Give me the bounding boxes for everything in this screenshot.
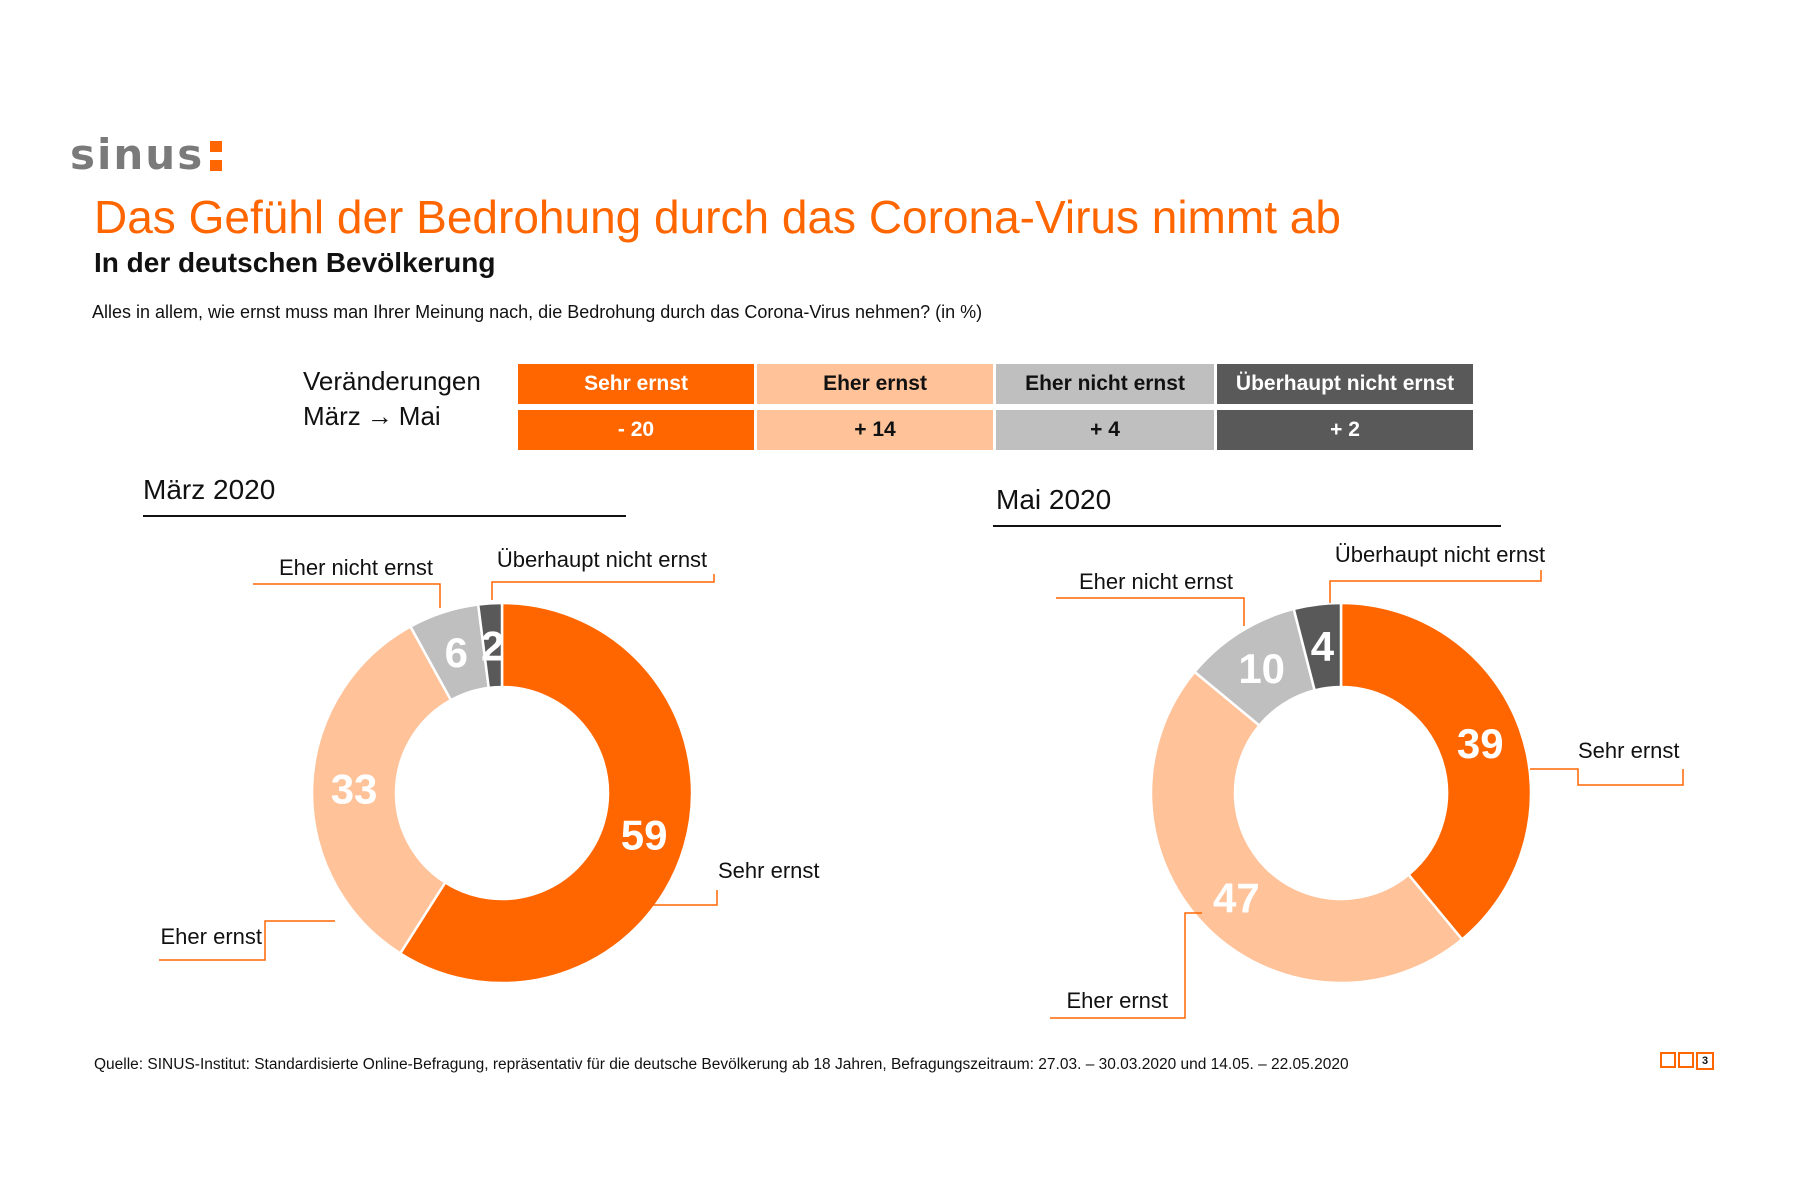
changes-label: Veränderungen März → Mai [303, 364, 481, 434]
leader-line-eher-ernst [1050, 912, 1202, 1019]
value-label-eher-nicht-ernst: 6 [445, 629, 468, 676]
chart-title-maerz: März 2020 [143, 474, 276, 505]
donut-chart-mai: 39 47 10 4 Sehr ernst Eher ernst Eher nicht er… [1050, 542, 1684, 1019]
leader-line-sehr-ernst [1530, 768, 1684, 786]
leader-line-eher-nicht-ernst [253, 583, 441, 608]
value-label-ueberhaupt-nicht-ernst: 4 [1311, 623, 1335, 670]
chart-title-rule-maerz [143, 515, 626, 517]
leader-line-sehr-ernst [641, 889, 718, 906]
changes-label-line1: Veränderungen [303, 366, 481, 396]
chart-title-rule-mai [993, 525, 1501, 527]
changes-to: Mai [398, 401, 441, 431]
category-label-sehr-ernst: Sehr ernst [718, 858, 820, 883]
donut-chart-maerz: 59 33 6 2 Sehr ernst Eher ernst Eher nicht ern… [159, 547, 820, 985]
logo-text: sinus [70, 130, 205, 179]
slice-ueberhaupt-nicht-ernst [476, 601, 504, 690]
value-label-eher-ernst: 33 [331, 765, 378, 812]
page-number: 3 [1696, 1052, 1714, 1070]
change-header-eher-ernst: Eher ernst [757, 364, 993, 404]
page-box [1678, 1052, 1694, 1068]
page-box [1660, 1052, 1676, 1068]
category-label-ueberhaupt-nicht-ernst: Überhaupt nicht ernst [1335, 542, 1545, 567]
category-label-sehr-ernst: Sehr ernst [1578, 738, 1680, 763]
changes-from: März [303, 401, 361, 431]
leader-line-ueberhaupt-nicht-ernst [1329, 570, 1542, 603]
value-label-sehr-ernst: 59 [621, 811, 668, 858]
arrow-right-icon: → [366, 401, 393, 431]
leader-line-eher-ernst [159, 920, 335, 961]
change-header-eher-nicht-ernst: Eher nicht ernst [996, 364, 1214, 404]
chart-title-mai: Mai 2020 [996, 484, 1112, 515]
leader-line-ueberhaupt-nicht-ernst [491, 574, 715, 600]
value-label-eher-ernst: 47 [1213, 875, 1260, 922]
page-title: Das Gefühl der Bedrohung durch das Coron… [94, 191, 1341, 243]
page-indicator: 3 [1660, 1052, 1714, 1070]
change-header-ueberhaupt-nicht-ernst: Überhaupt nicht ernst [1217, 364, 1473, 404]
change-value-eher-ernst: + 14 [757, 410, 993, 450]
category-label-eher-ernst: Eher ernst [1067, 988, 1169, 1013]
slice-ueberhaupt-nicht-ernst [1292, 601, 1343, 692]
change-value-sehr-ernst: - 20 [518, 410, 754, 450]
slice-eher-ernst [1149, 670, 1464, 985]
change-header-sehr-ernst: Sehr ernst [518, 364, 754, 404]
slice-sehr-ernst [398, 601, 694, 985]
value-label-sehr-ernst: 39 [1457, 720, 1504, 767]
changes-label-line2: März → Mai [303, 399, 481, 434]
logo-colon-mark [210, 141, 224, 171]
change-table: Sehr ernst Eher ernst Eher nicht ernst Ü… [518, 364, 1473, 450]
category-label-eher-nicht-ernst: Eher nicht ernst [279, 555, 433, 580]
value-label-ueberhaupt-nicht-ernst: 2 [481, 622, 504, 669]
page-subtitle: In der deutschen Bevölkerung [94, 247, 496, 278]
category-label-eher-ernst: Eher ernst [161, 924, 263, 949]
survey-question: Alles in allem, wie ernst muss man Ihrer… [92, 302, 983, 322]
sinus-logo: sinus [70, 130, 224, 179]
leader-line-eher-nicht-ernst [1056, 597, 1245, 626]
category-label-ueberhaupt-nicht-ernst: Überhaupt nicht ernst [497, 547, 707, 572]
value-label-eher-nicht-ernst: 10 [1238, 645, 1285, 692]
slice-sehr-ernst [1339, 601, 1533, 942]
change-value-eher-nicht-ernst: + 4 [996, 410, 1214, 450]
slice-eher-ernst [310, 624, 453, 956]
change-value-ueberhaupt-nicht-ernst: + 2 [1217, 410, 1473, 450]
category-label-eher-nicht-ernst: Eher nicht ernst [1079, 569, 1233, 594]
source-note: Quelle: SINUS-Institut: Standardisierte … [94, 1056, 1349, 1073]
